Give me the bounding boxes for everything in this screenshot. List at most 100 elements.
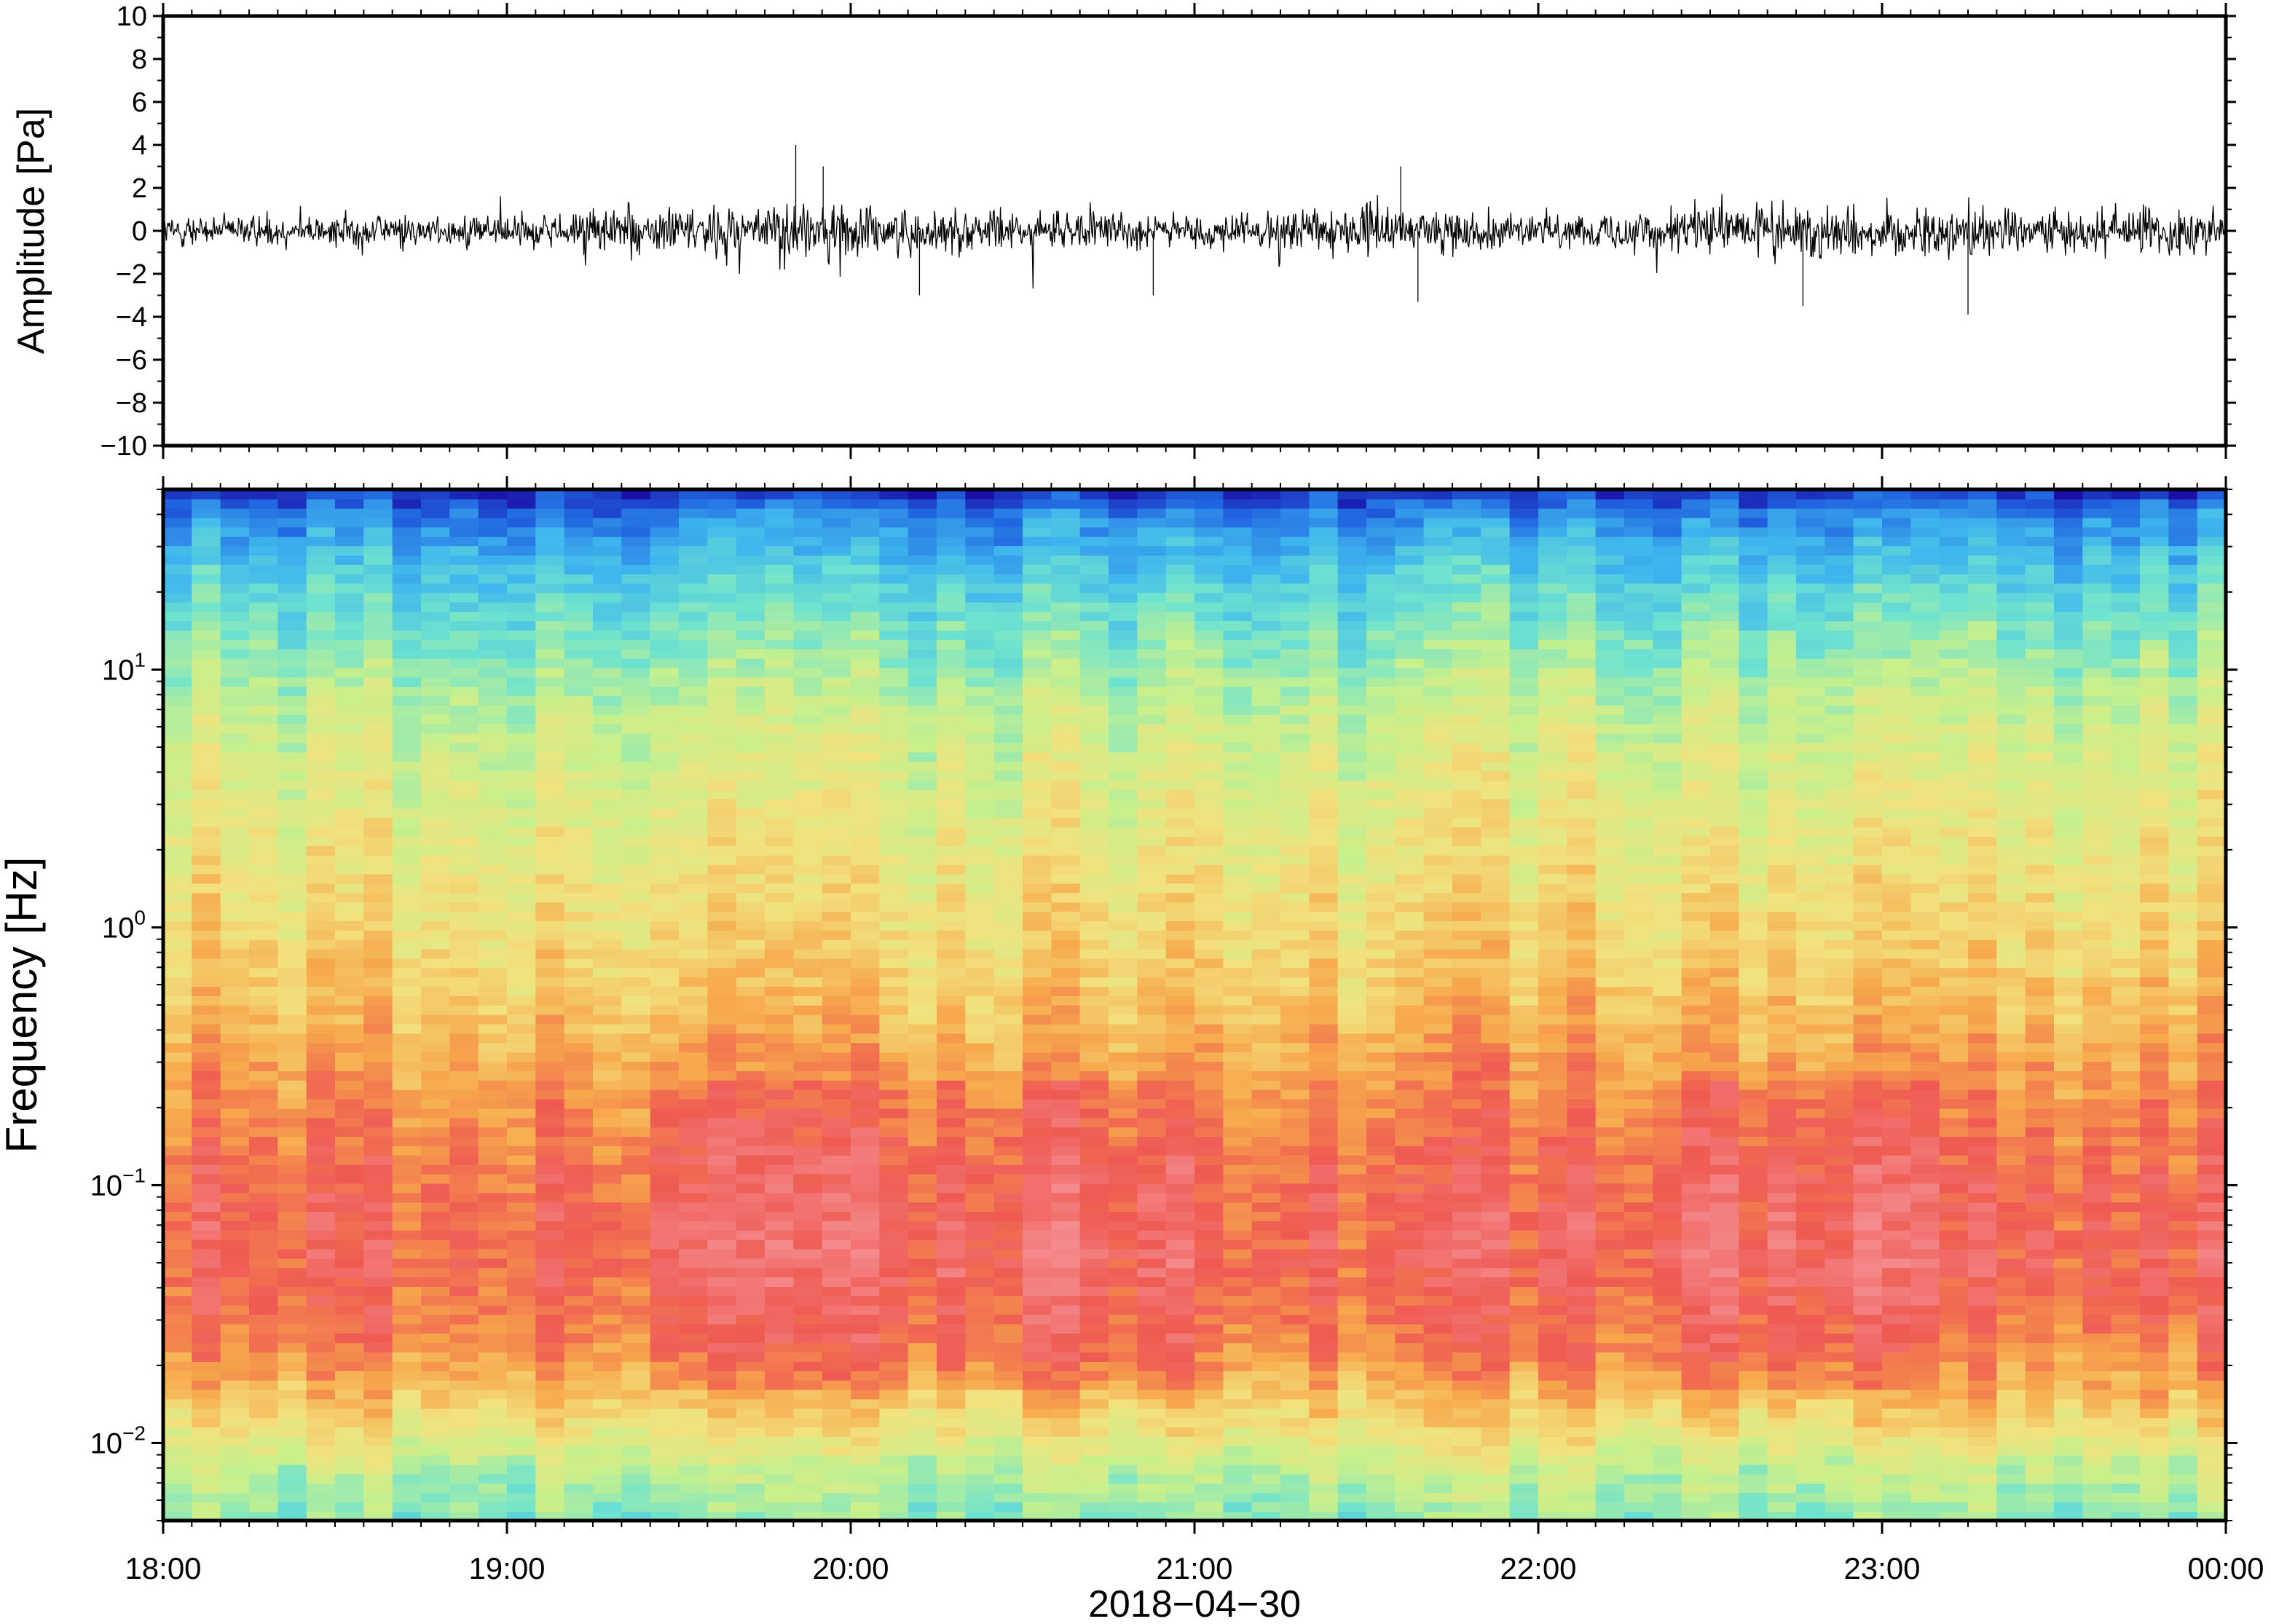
spectrogram-cell bbox=[335, 1502, 365, 1512]
spectrogram-cell bbox=[879, 1473, 909, 1484]
spectrogram-cell bbox=[1194, 564, 1224, 575]
spectrogram-cell bbox=[449, 864, 479, 875]
spectrogram-cell bbox=[1223, 1352, 1253, 1362]
spectrogram-cell bbox=[1165, 798, 1195, 809]
spectrogram-cell bbox=[1023, 1239, 1052, 1250]
spectrogram-cell bbox=[564, 1417, 594, 1428]
spectrogram-cell bbox=[879, 498, 909, 509]
spectrogram-cell bbox=[793, 1211, 823, 1221]
spectrogram-cell bbox=[249, 1211, 279, 1221]
spectrogram-cell bbox=[1137, 583, 1167, 594]
spectrogram-cell bbox=[736, 902, 765, 912]
spectrogram-cell bbox=[1165, 1511, 1195, 1521]
spectrogram-cell bbox=[1109, 677, 1138, 687]
spectrogram-cell bbox=[593, 1296, 623, 1306]
spectrogram-cell bbox=[1337, 1202, 1367, 1212]
spectrogram-cell bbox=[765, 1427, 795, 1437]
spectrogram-cell bbox=[192, 1192, 221, 1203]
spectrogram-cell bbox=[220, 1427, 250, 1437]
spectrogram-cell bbox=[1023, 1033, 1052, 1044]
spectrogram-cell bbox=[1395, 1304, 1425, 1315]
spectrogram-cell bbox=[1194, 1304, 1224, 1315]
spectrogram-cell bbox=[822, 958, 851, 969]
spectrogram-cell bbox=[793, 1098, 823, 1109]
spectrogram-cell bbox=[793, 770, 823, 781]
spectrogram-cell bbox=[449, 648, 479, 659]
spectrogram-cell bbox=[535, 1211, 565, 1221]
spectrogram-cell bbox=[621, 1033, 651, 1044]
spectrogram-cell bbox=[278, 1136, 307, 1146]
spectrogram-cell bbox=[908, 1127, 937, 1138]
spectrogram-cell bbox=[1051, 1408, 1081, 1419]
spectrogram-cell bbox=[679, 695, 709, 706]
spectrogram-cell bbox=[879, 1248, 909, 1259]
spectrogram-cell bbox=[851, 1146, 881, 1156]
spectrogram-cell bbox=[421, 1483, 451, 1494]
spectrogram-cell bbox=[564, 996, 594, 1006]
spectrogram-cell bbox=[1051, 1117, 1081, 1128]
spectrogram-cell bbox=[1137, 498, 1167, 509]
spectrogram-cell bbox=[220, 630, 250, 640]
spectrogram-cell bbox=[1366, 1502, 1396, 1512]
spectrogram-cell bbox=[793, 1192, 823, 1203]
spectrogram-cell bbox=[163, 1211, 193, 1221]
spectrogram-cell bbox=[908, 611, 937, 622]
spectrogram-cell bbox=[1165, 892, 1195, 903]
spectrogram-cell bbox=[793, 1323, 823, 1334]
spectrogram-cell bbox=[1051, 1183, 1081, 1194]
spectrogram-cell bbox=[1109, 611, 1138, 622]
spectrogram-cell bbox=[851, 1164, 881, 1175]
spectrogram-cell bbox=[478, 1258, 508, 1269]
spectrogram-cell bbox=[736, 1323, 765, 1334]
spectrogram-cell bbox=[363, 1202, 393, 1212]
spectrogram-cell bbox=[1309, 508, 1339, 519]
spectrogram-cell bbox=[163, 1202, 193, 1212]
spectrogram-cell bbox=[1366, 780, 1396, 790]
spectrogram-cell bbox=[965, 498, 995, 509]
spectrogram-cell bbox=[993, 705, 1023, 715]
spectrogram-cell bbox=[192, 1258, 221, 1269]
spectrogram-cell bbox=[621, 864, 651, 875]
spectrogram-cell bbox=[650, 1361, 680, 1371]
spectrogram-cell bbox=[707, 1408, 737, 1419]
spectrogram-cell bbox=[1366, 845, 1396, 856]
spectrogram-cell bbox=[306, 630, 336, 640]
spectrogram-cell bbox=[163, 1154, 193, 1165]
spectrogram-cell bbox=[1337, 1267, 1367, 1278]
spectrogram-cell bbox=[392, 1192, 422, 1203]
spectrogram-cell bbox=[908, 742, 937, 753]
spectrogram-cell bbox=[192, 742, 221, 753]
spectrogram-cell bbox=[1137, 1183, 1167, 1194]
spectrogram-cell bbox=[1194, 1473, 1224, 1484]
spectrogram-cell bbox=[1309, 667, 1339, 678]
spectrogram-cell bbox=[1194, 1379, 1224, 1390]
spectrogram-cell bbox=[793, 1389, 823, 1400]
spectrogram-cell bbox=[1109, 1202, 1138, 1212]
spectrogram-cell bbox=[1309, 1014, 1339, 1025]
spectrogram-cell bbox=[335, 845, 365, 856]
spectrogram-cell bbox=[1395, 1052, 1425, 1063]
spectrogram-cell bbox=[392, 1352, 422, 1362]
spectrogram-cell bbox=[1337, 583, 1367, 594]
spectrogram-cell bbox=[621, 677, 651, 687]
spectrogram-cell bbox=[535, 1398, 565, 1409]
spectrogram-cell bbox=[1223, 798, 1253, 809]
spectrogram-cell bbox=[993, 1023, 1023, 1034]
spectrogram-cell bbox=[278, 1342, 307, 1353]
spectrogram-cell bbox=[765, 564, 795, 575]
spectrogram-cell bbox=[392, 1079, 422, 1090]
spectrogram-cell bbox=[679, 789, 709, 800]
spectrogram-cell bbox=[192, 1379, 221, 1390]
spectrogram-cell bbox=[679, 1361, 709, 1371]
spectrogram-cell bbox=[1051, 827, 1081, 837]
spectrogram-cell bbox=[278, 752, 307, 762]
spectrogram-cell bbox=[1109, 639, 1138, 650]
spectrogram-cell bbox=[937, 817, 967, 828]
spectrogram-cell bbox=[1223, 986, 1253, 996]
spectrogram-cell bbox=[851, 1473, 881, 1484]
spectrogram-cell bbox=[249, 752, 279, 762]
spectrogram-cell bbox=[1337, 1323, 1367, 1334]
spectrogram-cell bbox=[335, 714, 365, 725]
spectrogram-cell bbox=[965, 1323, 995, 1334]
spectrogram-cell bbox=[507, 967, 537, 978]
